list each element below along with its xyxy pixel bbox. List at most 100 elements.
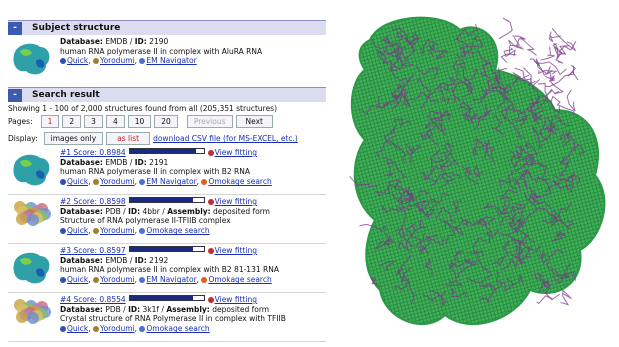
database-label: Database:	[60, 158, 103, 167]
link[interactable]: Quick	[67, 226, 88, 235]
page-button[interactable]: 10	[128, 115, 152, 128]
score-link[interactable]: #1 Score: 0.8984	[60, 148, 126, 157]
view-fitting-link[interactable]: View fitting	[215, 295, 257, 304]
link[interactable]: Yorodumi	[100, 324, 135, 333]
link-icon	[201, 179, 207, 185]
score-bar	[129, 148, 205, 154]
search-header: - Search result	[8, 87, 326, 102]
id-label: ID:	[135, 256, 147, 265]
thumbnail	[10, 37, 54, 81]
link[interactable]: EM Navigator	[146, 56, 196, 65]
score-fill	[130, 149, 196, 153]
view-fitting-link[interactable]: View fitting	[215, 246, 257, 255]
page-button[interactable]: 1	[41, 115, 60, 128]
id: 2190	[149, 37, 168, 46]
link[interactable]: Quick	[67, 275, 88, 284]
page-button[interactable]: 20	[154, 115, 178, 128]
link[interactable]: Quick	[67, 177, 88, 186]
score-link[interactable]: #2 Score: 0.8598	[60, 197, 126, 206]
entry-lines: #3 Score: 0.8597View fittingDatabase: EM…	[60, 246, 279, 290]
description: Crystal structure of RNA Polymerase II i…	[60, 314, 286, 324]
rank: #4	[60, 295, 71, 304]
result-entry: #3 Score: 0.8597View fittingDatabase: EM…	[8, 244, 326, 293]
assembly: deposited form	[212, 305, 269, 314]
thumbnail-image	[10, 295, 54, 339]
chain-trace	[546, 90, 559, 97]
view-fitting-link[interactable]: View fitting	[215, 148, 257, 157]
link-icon	[60, 179, 66, 185]
score-fill	[130, 198, 194, 202]
link-icon	[139, 228, 145, 234]
score-label: Score:	[73, 148, 97, 157]
chain-trace	[568, 65, 578, 80]
rank: #3	[60, 246, 71, 255]
database-label: Database:	[60, 305, 103, 314]
link-icon	[201, 277, 207, 283]
page-button[interactable]: 4	[106, 115, 125, 128]
page-button[interactable]: 3	[84, 115, 103, 128]
separator: /	[130, 158, 133, 167]
view-icon	[208, 248, 214, 254]
link[interactable]: Yorodumi	[100, 56, 135, 65]
link-icon	[60, 58, 66, 64]
pager: Pages: 12341020PreviousNext	[8, 114, 326, 129]
links-line: Quick, Yorodumi, Omokage search	[60, 226, 270, 236]
toggle-button[interactable]: -	[8, 89, 22, 102]
thumbnail-image	[10, 197, 54, 241]
database-line: Database: EMDB / ID: 2192	[60, 256, 279, 266]
database-line: Database: PDB / ID: 4bbr / Assembly: dep…	[60, 207, 270, 217]
entry-lines: #1 Score: 0.8984 View fitting Database: EM…	[60, 148, 272, 192]
description: human RNA polymerase II in complex with …	[60, 265, 279, 275]
link-icon	[60, 326, 66, 332]
display-label: Display:	[8, 134, 38, 143]
page-button[interactable]: 2	[62, 115, 81, 128]
link[interactable]: Omokage search	[146, 324, 209, 333]
id: 2192	[149, 256, 168, 265]
entry: Database: EMDB / ID: 2190human RNA polym…	[8, 35, 326, 83]
showing-text: Showing 1 - 100 of 2,000 structures foun…	[8, 102, 326, 114]
link[interactable]: Omokage search	[146, 226, 209, 235]
chain-trace	[541, 47, 555, 60]
description: human RNA polymerase II in complex with …	[60, 167, 272, 177]
score-value: 0.8597	[99, 246, 125, 255]
download-link[interactable]: download CSV file (for MS-EXCEL, etc.)	[153, 134, 298, 143]
view-icon	[208, 150, 214, 156]
link[interactable]: Quick	[67, 56, 88, 65]
link[interactable]: Yorodumi	[100, 275, 135, 284]
description: human RNA polymerase II in complex with …	[60, 47, 262, 57]
images-only-button[interactable]: images only	[44, 132, 104, 145]
link[interactable]: Yorodumi	[100, 226, 135, 235]
entry-lines: #4 Score: 0.8554View fittingDatabase: PD…	[60, 295, 286, 339]
link-icon	[93, 326, 99, 332]
subject-entry: Database: EMDB / ID: 2190human RNA polym…	[8, 35, 326, 83]
score-link[interactable]: #3 Score: 0.8597	[60, 246, 126, 255]
thumbnail	[10, 197, 54, 241]
score-line: #4 Score: 0.8554 View fitting	[60, 295, 286, 305]
display-row: Display: images only as list download CS…	[8, 131, 326, 146]
entry-lines: #2 Score: 0.8598 View fittingDatabase: PD…	[60, 197, 270, 241]
score-value: 0.8984	[99, 148, 125, 157]
thumbnail-image	[10, 246, 54, 290]
link[interactable]: Quick	[67, 324, 88, 333]
link[interactable]: Yorodumi	[100, 177, 135, 186]
as-list-button[interactable]: as list	[106, 132, 150, 145]
score-label: Score:	[73, 295, 97, 304]
view-icon	[208, 297, 214, 303]
link[interactable]: EM Navigator	[146, 275, 196, 284]
view-fitting-link[interactable]: View fitting	[215, 197, 257, 206]
link-icon	[60, 228, 66, 234]
result-entry: #1 Score: 0.8984 View fitting Database: EM…	[8, 146, 326, 195]
link-icon	[139, 58, 145, 64]
link[interactable]: Omokage search	[208, 275, 271, 284]
database-label: Database:	[60, 256, 103, 265]
database: EMDB	[105, 37, 127, 46]
toggle-button[interactable]: -	[8, 22, 22, 35]
link[interactable]: EM Navigator	[146, 177, 196, 186]
score-link[interactable]: #4 Score: 0.8554	[60, 295, 126, 304]
link[interactable]: Omokage search	[208, 177, 271, 186]
next-button[interactable]: Next	[236, 115, 273, 128]
separator: /	[161, 305, 164, 314]
database-line: Database: EMDB / ID: 2190	[60, 37, 262, 47]
chain-trace	[499, 18, 512, 39]
previous-button[interactable]: Previous	[187, 115, 233, 128]
